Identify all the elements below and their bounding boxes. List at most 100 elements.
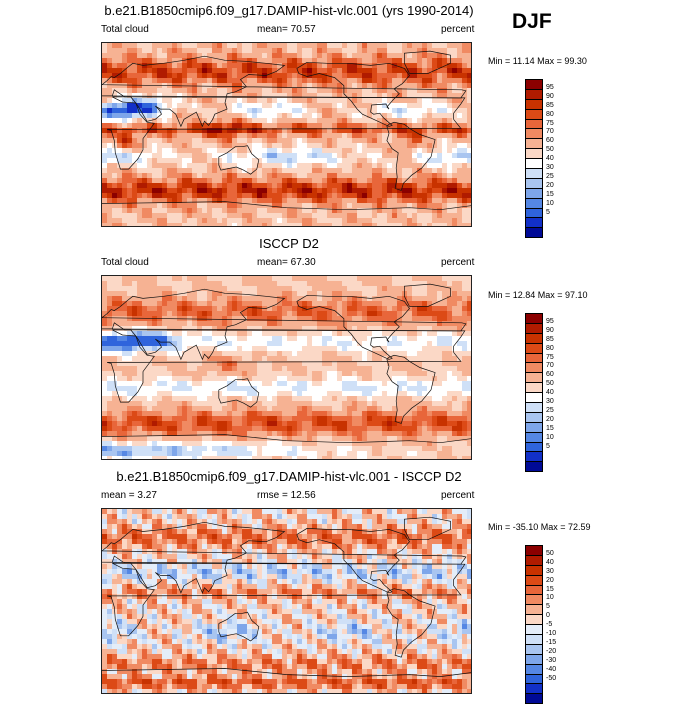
colorbar-swatch: [526, 392, 542, 402]
colorbar-label: 15: [546, 425, 554, 433]
colorbar-swatch: [526, 198, 542, 208]
colorbar-swatch: [526, 128, 542, 138]
colorbar-swatch: [526, 402, 542, 412]
colorbar-swatch: [526, 188, 542, 198]
colorbar-label: 30: [546, 568, 554, 576]
colorbar-label: 85: [546, 102, 554, 110]
colorbar-swatch: [526, 372, 542, 382]
colorbar-label: 80: [546, 111, 554, 119]
colorbar-swatch: [526, 80, 542, 89]
colorbar-swatch: [526, 664, 542, 674]
colorbar-label: 80: [546, 345, 554, 353]
panel-1-map-svg: [102, 43, 471, 226]
colorbar-swatch: [526, 442, 542, 452]
colorbar-swatch: [526, 422, 542, 432]
colorbar-swatch: [526, 362, 542, 372]
colorbar-swatch: [526, 461, 542, 471]
colorbar-swatch: [526, 89, 542, 99]
colorbar-swatch: [526, 565, 542, 575]
colorbar-label: -30: [546, 657, 556, 665]
colorbar-swatch: [526, 227, 542, 237]
panel-1-title: b.e21.B1850cmip6.f09_g17.DAMIP-hist-vlc.…: [94, 3, 484, 18]
colorbar-label: 75: [546, 354, 554, 362]
colorbar-swatches: [525, 79, 543, 238]
colorbar-swatch: [526, 634, 542, 644]
colorbar-swatch: [526, 119, 542, 129]
colorbar-swatch: [526, 168, 542, 178]
colorbar-label: 25: [546, 407, 554, 415]
colorbar-label: 40: [546, 389, 554, 397]
colorbar-label: 75: [546, 120, 554, 128]
colorbar-label: 60: [546, 371, 554, 379]
colorbar-swatch: [526, 158, 542, 168]
colorbar-label: 90: [546, 327, 554, 335]
colorbar-swatch: [526, 674, 542, 684]
colorbar-label: 60: [546, 137, 554, 145]
colorbar-label: 70: [546, 362, 554, 370]
colorbar-label: 70: [546, 128, 554, 136]
colorbar-label: 50: [546, 550, 554, 558]
colorbar-label: 5: [546, 443, 550, 451]
colorbar-label: 30: [546, 398, 554, 406]
panel-1-variable-label: Total cloud: [101, 24, 149, 35]
colorbar-swatches: [525, 545, 543, 704]
colorbar-label: 50: [546, 380, 554, 388]
colorbar-swatch: [526, 109, 542, 119]
colorbar-label: -10: [546, 630, 556, 638]
colorbar-swatch: [526, 546, 542, 555]
colorbar-label: -50: [546, 675, 556, 683]
colorbar-label: -5: [546, 621, 552, 629]
panel-2-title: ISCCP D2: [94, 236, 484, 251]
colorbar-label: 20: [546, 182, 554, 190]
colorbar-swatch: [526, 382, 542, 392]
colorbar-swatch: [526, 432, 542, 442]
panel-1-minmax: Min = 11.14 Max = 99.30: [488, 56, 587, 66]
colorbar-swatch: [526, 412, 542, 422]
panel-2-map: [101, 275, 472, 460]
colorbar-swatch: [526, 333, 542, 343]
panel-2-units-label: percent: [441, 257, 474, 268]
colorbar-swatch: [526, 451, 542, 461]
colorbar-label: -15: [546, 639, 556, 647]
colorbar-swatch: [526, 604, 542, 614]
colorbar-swatch: [526, 148, 542, 158]
colorbar-label: 40: [546, 559, 554, 567]
colorbar-swatch: [526, 614, 542, 624]
colorbar-label: 95: [546, 318, 554, 326]
colorbar-label: 0: [546, 612, 550, 620]
colorbar-swatch: [526, 555, 542, 565]
colorbar-label: -40: [546, 666, 556, 674]
colorbar-swatch: [526, 585, 542, 595]
colorbar-swatch: [526, 208, 542, 218]
colorbar-swatch: [526, 178, 542, 188]
panel-3-title: b.e21.B1850cmip6.f09_g17.DAMIP-hist-vlc.…: [94, 469, 484, 484]
colorbar-swatch: [526, 654, 542, 664]
panel-2-map-svg: [102, 276, 471, 459]
colorbar-swatch: [526, 99, 542, 109]
panel-2-variable-label: Total cloud: [101, 257, 149, 268]
colorbar-swatch: [526, 693, 542, 703]
colorbar-label: 95: [546, 84, 554, 92]
panel-1-units-label: percent: [441, 24, 474, 35]
colorbar-swatch: [526, 624, 542, 634]
panel-3-map-svg: [102, 509, 471, 693]
colorbar-label: 25: [546, 173, 554, 181]
colorbar-label: 5: [546, 209, 550, 217]
colorbar-label: 15: [546, 191, 554, 199]
colorbar-label: -20: [546, 648, 556, 656]
colorbar-swatch: [526, 323, 542, 333]
colorbar-swatches: [525, 313, 543, 472]
colorbar-swatch: [526, 594, 542, 604]
colorbar-label: 5: [546, 603, 550, 611]
colorbar-swatch: [526, 343, 542, 353]
panel-3-map: [101, 508, 472, 694]
colorbar-swatch: [526, 314, 542, 323]
colorbar-swatch: [526, 138, 542, 148]
panel-2-minmax: Min = 12.84 Max = 97.10: [488, 290, 588, 300]
panel-3-mean-label: mean = 3.27: [101, 490, 157, 501]
colorbar-label: 10: [546, 594, 554, 602]
colorbar-swatch: [526, 353, 542, 363]
colorbar-swatch: [526, 217, 542, 227]
panel-2-mean-label: mean= 67.30: [257, 257, 316, 268]
colorbar-label: 15: [546, 586, 554, 594]
